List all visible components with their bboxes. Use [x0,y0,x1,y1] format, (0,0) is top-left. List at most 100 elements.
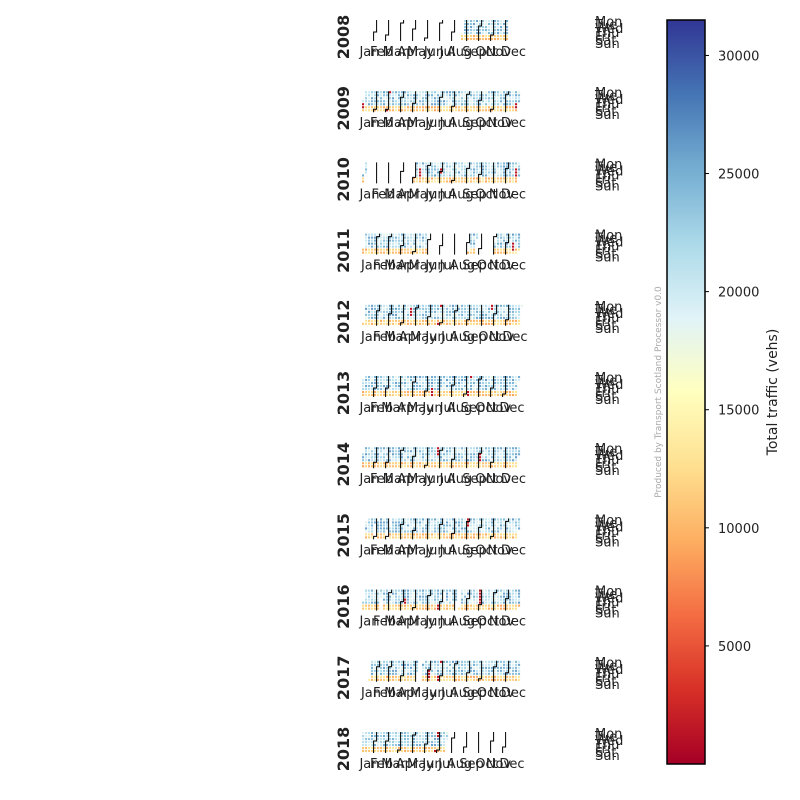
month-boundary-line [424,20,429,41]
day-cell [419,598,422,601]
month-boundary-line [400,304,405,326]
day-cell [470,100,473,103]
day-cell [377,388,380,391]
day-cell [398,447,401,450]
day-cell [434,171,437,174]
day-cell [452,663,455,666]
day-cell [425,738,428,741]
day-cell [476,29,479,32]
day-cell [479,675,482,678]
day-cell [422,447,425,450]
day-cell [515,242,518,245]
day-cell [416,660,419,663]
day-cell [431,732,434,735]
day-cell [434,307,437,310]
day-cell [434,376,437,379]
day-cell [515,601,518,604]
day-cell [455,447,458,450]
day-cell [509,180,512,183]
day-cell [512,394,515,397]
day-cell [431,456,434,459]
day-cell [467,447,470,450]
month-boundary-line [400,20,405,41]
month-label: Feb [371,187,394,202]
day-cell [425,589,428,592]
day-cell [380,304,383,307]
day-cell [515,598,518,601]
day-cell [371,589,374,592]
day-cell [410,310,413,313]
day-cell [392,322,395,325]
day-cell [392,732,395,735]
day-cell [383,447,386,450]
day-cell [461,601,464,604]
day-cell [512,530,515,533]
day-cell [509,678,512,681]
day-cell [407,607,410,610]
year-panel-2018: JanFebMarAprMayJunJulAugSepOctNovDecMonT… [334,727,623,772]
day-cell [461,94,464,97]
weekday-label: Mon [595,15,622,30]
day-cell [482,459,485,462]
day-cell [416,304,419,307]
colorbar-label: Total traffic (vehs) [765,329,781,457]
day-cell [512,109,515,112]
day-cell [467,32,470,35]
day-cell [518,239,521,242]
day-cell [473,310,476,313]
day-cell [482,527,485,530]
day-cell [425,521,428,524]
day-cell [431,310,434,313]
day-cell [497,589,500,592]
day-cell [377,521,380,524]
day-cell [371,319,374,322]
day-cell [455,678,458,681]
day-cell [512,660,515,663]
day-cell [413,245,416,248]
day-cell [416,595,419,598]
day-cell [488,607,491,610]
day-cell [398,242,401,245]
day-cell [476,601,479,604]
day-cell [479,168,482,171]
month-label: May [407,543,434,558]
day-cell [374,601,377,604]
day-cell [497,106,500,109]
day-cell [392,738,395,741]
day-cell [467,388,470,391]
day-cell [389,450,392,453]
day-cell [473,459,476,462]
day-cell [455,660,458,663]
day-cell [449,595,452,598]
day-cell [479,607,482,610]
day-cell [431,747,434,750]
day-cell [425,607,428,610]
day-cell [485,35,488,38]
month-boundary-line [427,660,432,682]
day-cell [443,536,446,539]
day-cell [422,601,425,604]
day-cell [419,382,422,385]
month-boundary-line [505,660,510,682]
day-cell [368,236,371,239]
day-cell [428,379,431,382]
day-cell [404,316,407,319]
month-boundary-line [490,20,495,41]
day-cell [416,180,419,183]
day-cell [410,316,413,319]
day-cell [425,319,428,322]
day-cell [467,669,470,672]
day-cell [425,109,428,112]
day-cell [368,239,371,242]
day-cell [371,732,374,735]
day-cell [389,527,392,530]
day-cell [383,747,386,750]
day-cell [374,242,377,245]
day-cell [371,307,374,310]
day-cell [410,91,413,94]
day-cell [428,109,431,112]
day-cell [449,530,452,533]
day-cell [398,106,401,109]
day-cell [413,747,416,750]
day-cell [431,536,434,539]
